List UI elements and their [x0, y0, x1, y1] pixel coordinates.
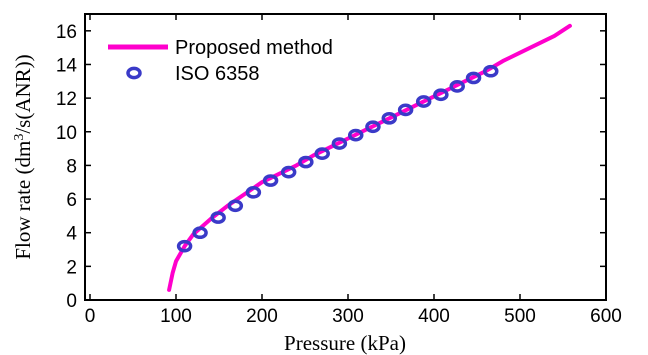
data-point-iso-6358	[331, 137, 348, 150]
x-tick-label: 600	[590, 306, 622, 327]
data-point-iso-6358	[397, 103, 414, 117]
data-point-iso-6358	[465, 71, 482, 85]
x-tick-label: 400	[418, 306, 450, 327]
data-point-iso-6358	[365, 120, 381, 134]
data-point-iso-6358	[449, 79, 465, 93]
x-axis-label: Pressure (kPa)	[284, 331, 406, 355]
legend: Proposed method ISO 6358	[108, 37, 333, 85]
y-tick-label: 10	[56, 123, 77, 144]
data-point-iso-6358	[415, 95, 432, 108]
x-tick-label: 500	[504, 306, 536, 327]
y-axis-label: Flow rate (dm3/s(ANR))	[11, 54, 35, 259]
data-point-iso-6358	[483, 64, 499, 78]
data-point-iso-6358	[176, 239, 193, 253]
y-tick-label: 2	[66, 257, 77, 278]
y-tick-label: 16	[56, 22, 77, 43]
y-axis-label-part1: Flow rate (dm	[11, 141, 35, 260]
data-point-iso-6358	[314, 147, 330, 160]
data-point-iso-6358	[262, 174, 279, 187]
legend-label-iso-6358: ISO 6358	[175, 63, 260, 85]
data-point-iso-6358	[192, 226, 208, 240]
data-point-iso-6358	[227, 199, 244, 213]
data-point-iso-6358	[280, 165, 297, 179]
x-tick-label: 0	[85, 306, 96, 327]
data-point-iso-6358	[347, 128, 364, 142]
y-tick-label: 6	[66, 190, 77, 211]
x-tick-label: 200	[246, 306, 278, 327]
data-point-iso-6358	[245, 185, 262, 199]
y-tick-label: 8	[66, 156, 77, 177]
data-point-iso-6358	[210, 211, 226, 224]
data-point-iso-6358	[433, 88, 449, 102]
y-tick-label: 0	[66, 291, 77, 312]
y-axis-label-part2: /s(ANR))	[11, 54, 35, 133]
data-point-iso-6358	[298, 155, 314, 169]
data-point-iso-6358	[381, 111, 398, 125]
legend-label-proposed-method: Proposed method	[175, 37, 333, 59]
y-axis-label-superscript: 3	[12, 134, 27, 141]
axis-ticks	[85, 14, 607, 301]
y-tick-label: 14	[56, 55, 78, 76]
legend-marker-swatch	[126, 66, 142, 80]
series-layer	[167, 23, 572, 292]
y-tick-label: 4	[66, 224, 77, 245]
x-tick-label: 300	[332, 306, 364, 327]
plot-area-frame	[84, 13, 607, 301]
x-tick-label: 100	[160, 306, 192, 327]
y-tick-label: 12	[56, 89, 77, 110]
axis-tick-labels: 0 100 200 300 400 500 600 0 2 4 6 8 10 12 14 16	[56, 22, 622, 327]
